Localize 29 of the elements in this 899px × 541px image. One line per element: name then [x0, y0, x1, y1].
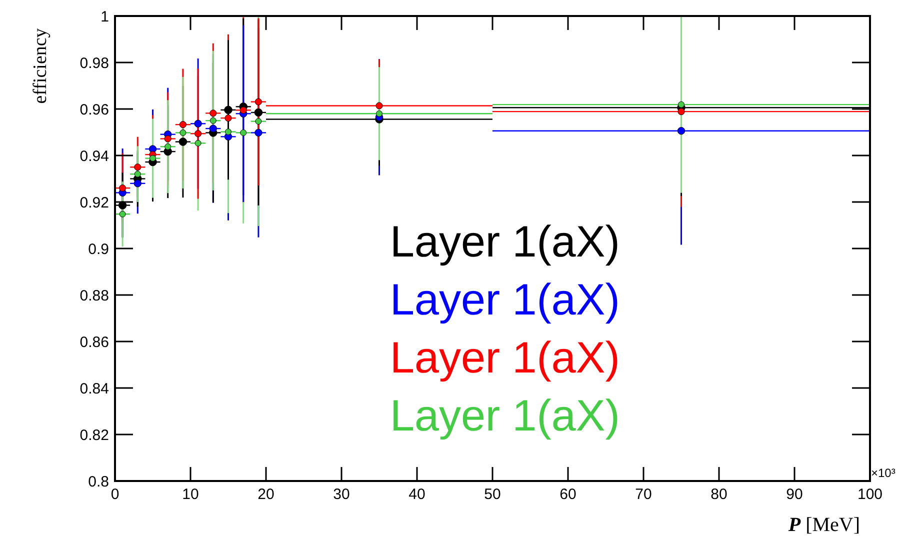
y-tick-label: 0.86 — [80, 334, 109, 351]
y-tick-label: 0.98 — [80, 54, 109, 72]
y-axis-title: efficiency — [30, 28, 51, 104]
y-tick-label: 1 — [100, 8, 109, 26]
text: ×10³ — [871, 466, 896, 480]
x-axis-title: P [MeV] — [787, 514, 860, 536]
y-tick-label: 0.88 — [80, 287, 109, 304]
x-tick-label: 100 — [857, 486, 883, 503]
y-tick-label: 0.96 — [80, 101, 109, 118]
y-tick-label: 0.82 — [80, 426, 109, 444]
y-tick-label: 0.9 — [88, 240, 109, 258]
y-tick-label: 0.8 — [88, 473, 109, 490]
text: Layer 1(aX) — [390, 276, 620, 325]
text: Layer 1(aX) — [390, 392, 620, 441]
x-tick-label: 90 — [786, 486, 803, 503]
x-tick-label: 70 — [635, 486, 652, 503]
x-tick-label: 80 — [710, 486, 728, 503]
x-tick-label: 10 — [182, 486, 199, 503]
x-tick-label: 30 — [333, 486, 350, 503]
x-tick-label: 60 — [560, 486, 576, 503]
x-tick-label: 0 — [110, 486, 120, 503]
x-tick-label: 50 — [484, 486, 501, 503]
x-tick-label: 40 — [408, 486, 426, 503]
y-tick-label: 0.92 — [80, 194, 109, 212]
text: Layer 1(aX) — [390, 218, 620, 267]
text: Layer 1(aX) — [390, 334, 620, 383]
x-tick-label: 20 — [258, 486, 274, 503]
y-tick-label: 0.94 — [80, 148, 109, 165]
y-tick-label: 0.84 — [80, 380, 109, 398]
